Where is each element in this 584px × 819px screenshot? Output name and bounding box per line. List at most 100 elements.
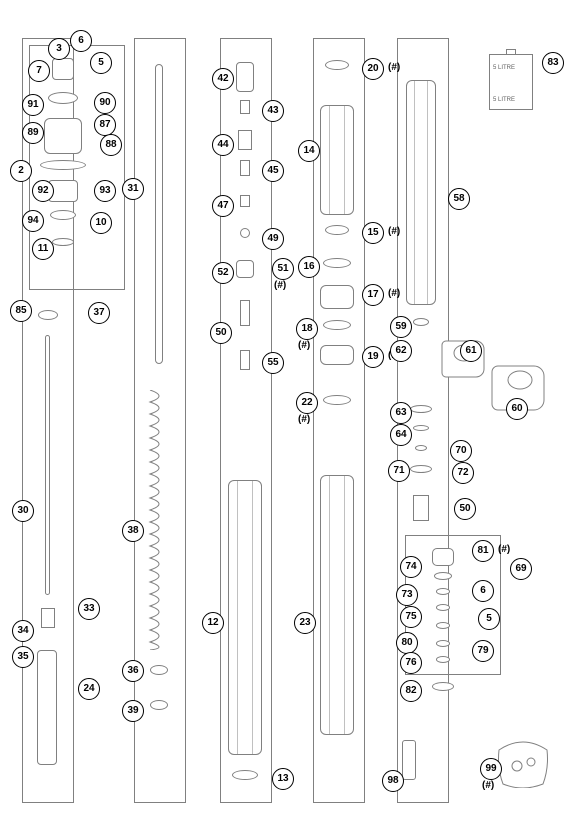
part-20 (325, 60, 349, 70)
callout-bubble-50: 50 (454, 498, 476, 520)
callout-bubble-70: 70 (450, 440, 472, 462)
part-15 (325, 225, 349, 235)
callout-bubble-34: 34 (12, 620, 34, 642)
hash-mark: (#) (298, 414, 310, 425)
part-33 (41, 608, 55, 628)
callout-bubble-11: 11 (32, 238, 54, 260)
callout-bubble-35: 35 (12, 646, 34, 668)
part-70 (415, 445, 427, 451)
ring-82 (432, 682, 454, 691)
callout-bubble-6: 6 (472, 580, 494, 602)
callout-bubble-99: 99 (480, 758, 502, 780)
callout-bubble-63: 63 (390, 402, 412, 424)
callout-bubble-49: 49 (262, 228, 284, 250)
callout-bubble-31: 31 (122, 178, 144, 200)
ring-73 (436, 588, 450, 595)
callout-bubble-94: 94 (22, 210, 44, 232)
callout-bubble-23: 23 (294, 612, 316, 634)
part-52 (236, 260, 254, 278)
callout-bubble-75: 75 (400, 606, 422, 628)
part-22 (323, 395, 351, 405)
callout-bubble-60: 60 (506, 398, 528, 420)
callout-bubble-22: 22 (296, 392, 318, 414)
callout-bubble-55: 55 (262, 352, 284, 374)
ring (48, 92, 78, 104)
callout-bubble-47: 47 (212, 195, 234, 217)
callout-bubble-89: 89 (22, 122, 44, 144)
callout-bubble-51: 51 (272, 258, 294, 280)
callout-bubble-98: 98 (382, 770, 404, 792)
part-16 (323, 258, 351, 268)
hash-mark: (#) (388, 288, 400, 299)
part-71 (410, 465, 432, 473)
part-19 (320, 345, 354, 365)
cap-81 (432, 548, 454, 566)
part-42 (236, 62, 254, 92)
diagram-canvas: 5 LITRE 5 LITRE (0, 0, 584, 819)
callout-bubble-85: 85 (10, 300, 32, 322)
ring-39 (150, 700, 168, 710)
callout-bubble-16: 16 (298, 256, 320, 278)
callout-bubble-42: 42 (212, 68, 234, 90)
callout-bubble-64: 64 (390, 424, 412, 446)
ring-76 (436, 640, 450, 647)
callout-bubble-33: 33 (78, 598, 100, 620)
callout-bubble-36: 36 (122, 660, 144, 682)
part-50 (240, 300, 250, 326)
callout-bubble-14: 14 (298, 140, 320, 162)
callout-bubble-50: 50 (210, 322, 232, 344)
part-45 (240, 160, 250, 176)
part-64 (413, 425, 429, 431)
callout-bubble-6: 6 (70, 30, 92, 52)
callout-bubble-90: 90 (94, 92, 116, 114)
callout-bubble-93: 93 (94, 180, 116, 202)
callout-bubble-30: 30 (12, 500, 34, 522)
part-44 (238, 130, 252, 150)
screw-cap (52, 58, 74, 80)
part-17 (320, 285, 354, 309)
callout-bubble-13: 13 (272, 768, 294, 790)
ring-79 (436, 656, 450, 663)
hash-mark: (#) (482, 780, 494, 791)
ring (52, 238, 74, 246)
oilcan-label: 5 LITRE (493, 97, 515, 103)
callout-bubble-10: 10 (90, 212, 112, 234)
hash-mark: (#) (388, 226, 400, 237)
callout-bubble-59: 59 (390, 316, 412, 338)
callout-bubble-72: 72 (452, 462, 474, 484)
callout-bubble-20: 20 (362, 58, 384, 80)
hash-mark: (#) (274, 280, 286, 291)
callout-bubble-62: 62 (390, 340, 412, 362)
ring-74 (434, 572, 452, 580)
ring (50, 210, 76, 220)
callout-bubble-39: 39 (122, 700, 144, 722)
ring (40, 160, 86, 170)
callout-bubble-2: 2 (10, 160, 32, 182)
ring-75 (436, 604, 450, 611)
callout-bubble-38: 38 (122, 520, 144, 542)
callout-bubble-87: 87 (94, 114, 116, 136)
part-50b (413, 495, 429, 521)
callout-bubble-43: 43 (262, 100, 284, 122)
callout-bubble-81: 81 (472, 540, 494, 562)
callout-bubble-45: 45 (262, 160, 284, 182)
callout-bubble-91: 91 (22, 94, 44, 116)
callout-bubble-7: 7 (28, 60, 50, 82)
callout-bubble-17: 17 (362, 284, 384, 306)
spring-38 (148, 390, 170, 650)
oil-can: 5 LITRE 5 LITRE (489, 54, 533, 110)
callout-bubble-69: 69 (510, 558, 532, 580)
callout-bubble-5: 5 (90, 52, 112, 74)
callout-bubble-79: 79 (472, 640, 494, 662)
hash-mark: (#) (298, 340, 310, 351)
callout-bubble-73: 73 (396, 584, 418, 606)
callout-bubble-19: 19 (362, 346, 384, 368)
callout-bubble-24: 24 (78, 678, 100, 700)
callout-bubble-3: 3 (48, 38, 70, 60)
part-43 (240, 100, 250, 114)
callout-bubble-80: 80 (396, 632, 418, 654)
ring-36 (150, 665, 168, 675)
hash-mark: (#) (388, 62, 400, 73)
oilcan-label: 5 LITRE (493, 65, 515, 71)
callout-bubble-5: 5 (478, 608, 500, 630)
